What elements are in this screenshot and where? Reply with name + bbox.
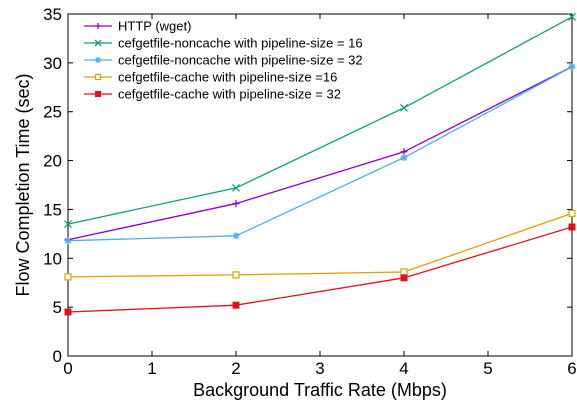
y-tick-label: 10 <box>43 249 62 268</box>
legend-item: cefgetfile-cache with pipeline-size =16 <box>84 70 337 85</box>
x-tick-label: 5 <box>483 359 492 378</box>
star-marker <box>64 237 72 245</box>
x-marker <box>400 103 408 112</box>
x-marker <box>94 39 102 47</box>
plot-area: 0 1 2 3 4 5 6 0 5 10 15 20 25 30 35 <box>43 5 577 378</box>
square-filled-marker <box>400 274 408 282</box>
data-point <box>400 268 408 276</box>
series-5 <box>64 223 576 316</box>
plus-marker <box>95 23 101 29</box>
legend-label: cefgetfile-cache with pipeline-size =16 <box>118 70 337 85</box>
x-marker <box>232 183 240 192</box>
x-tick-label: 1 <box>147 359 156 378</box>
data-point <box>400 148 408 156</box>
x-tick-label: 6 <box>567 359 576 378</box>
y-tick-label: 25 <box>43 103 62 122</box>
legend-marker <box>95 57 101 63</box>
series-4 <box>64 209 576 281</box>
data-point <box>64 220 72 229</box>
x-marker <box>568 12 576 21</box>
data-point <box>568 209 576 217</box>
x-tick-label: 3 <box>315 359 324 378</box>
data-point <box>568 12 576 21</box>
plus-marker <box>400 148 408 156</box>
legend-item: HTTP (wget) <box>84 19 191 34</box>
y-tick-label: 0 <box>53 347 62 366</box>
legend-item: cefgetfile-noncache with pipeline-size =… <box>84 53 363 68</box>
data-point <box>232 271 240 279</box>
square-open-marker <box>64 273 72 281</box>
square-filled-marker <box>568 223 576 231</box>
legend: HTTP (wget) cefgetfile-noncache with pipe… <box>84 19 363 102</box>
series-line <box>67 226 573 313</box>
star-marker <box>568 63 576 71</box>
series-line <box>67 212 573 278</box>
square-filled-marker <box>64 308 72 316</box>
square-filled-marker <box>95 91 101 97</box>
data-point <box>232 183 240 192</box>
x-tick-label: 4 <box>399 359 408 378</box>
data-point <box>64 273 72 281</box>
series-2 <box>64 12 576 229</box>
y-tick-label: 15 <box>43 200 62 219</box>
x-axis-title: Background Traffic Rate (Mbps) <box>193 380 447 400</box>
data-point <box>400 103 408 112</box>
legend-label: cefgetfile-noncache with pipeline-size =… <box>118 53 363 68</box>
legend-marker <box>95 91 101 97</box>
data-point <box>400 154 408 162</box>
x-marker <box>64 220 72 229</box>
data-point <box>568 223 576 231</box>
y-axis-title: Flow Completion Time (sec) <box>13 73 33 296</box>
star-marker <box>232 232 240 240</box>
square-open-marker <box>94 73 102 81</box>
y-tick-label: 20 <box>43 152 62 171</box>
series-3 <box>64 63 576 245</box>
legend-marker <box>95 23 101 29</box>
plus-marker <box>232 200 240 208</box>
series-line <box>67 66 573 241</box>
data-point <box>64 237 72 245</box>
data-point <box>232 301 240 309</box>
x-tick-label: 0 <box>63 359 72 378</box>
square-open-marker <box>568 209 576 217</box>
y-tick-label: 5 <box>53 298 62 317</box>
data-point <box>232 200 240 208</box>
data-point <box>64 308 72 316</box>
legend-label: HTTP (wget) <box>118 19 191 34</box>
square-filled-marker <box>232 301 240 309</box>
star-marker <box>95 57 101 63</box>
legend-item: cefgetfile-noncache with pipeline-size =… <box>84 36 363 51</box>
y-tick-label: 35 <box>43 5 62 24</box>
series-line <box>67 16 573 225</box>
series-line <box>67 66 573 242</box>
data-point <box>232 232 240 240</box>
x-tick-label: 2 <box>231 359 240 378</box>
data-point <box>568 63 576 71</box>
legend-marker <box>94 39 102 47</box>
legend-label: cefgetfile-cache with pipeline-size = 32 <box>118 87 341 102</box>
star-marker <box>400 154 408 162</box>
legend-item: cefgetfile-cache with pipeline-size = 32 <box>84 87 341 102</box>
data-point <box>400 274 408 282</box>
legend-label: cefgetfile-noncache with pipeline-size =… <box>118 36 363 51</box>
y-tick-label: 30 <box>43 54 62 73</box>
square-open-marker <box>232 271 240 279</box>
square-open-marker <box>400 268 408 276</box>
legend-marker <box>94 73 102 81</box>
series-layer <box>64 12 576 316</box>
